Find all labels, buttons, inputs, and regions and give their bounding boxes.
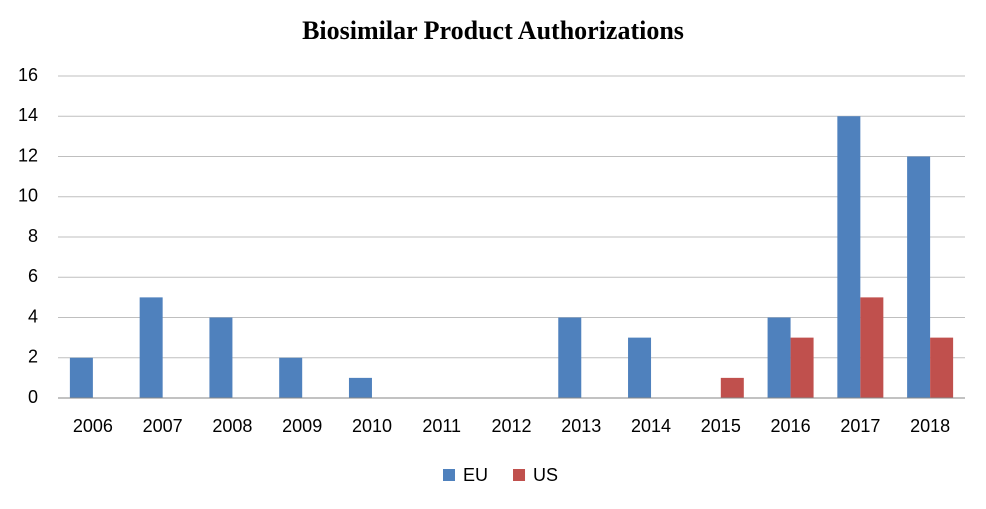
x-tick-label: 2010 (352, 416, 392, 436)
bar (860, 297, 884, 398)
chart-title: Biosimilar Product Authorizations (302, 16, 684, 45)
legend-swatch (443, 469, 455, 481)
y-tick-label: 14 (18, 105, 38, 125)
x-tick-label: 2008 (212, 416, 252, 436)
x-tick-label: 2007 (143, 416, 183, 436)
bar (279, 357, 303, 398)
legend-label: EU (463, 465, 488, 485)
bar (837, 116, 861, 398)
bar (209, 317, 233, 398)
y-tick-label: 6 (28, 266, 38, 286)
y-tick-label: 2 (28, 347, 38, 367)
x-tick-label: 2014 (631, 416, 671, 436)
bar (628, 337, 652, 398)
x-tick-label: 2015 (701, 416, 741, 436)
bar (767, 317, 791, 398)
bar (930, 337, 954, 398)
x-tick-label: 2006 (73, 416, 113, 436)
bar (720, 377, 744, 398)
x-tick-label: 2018 (910, 416, 950, 436)
bar (139, 297, 163, 398)
bar (348, 377, 372, 398)
bar (558, 317, 582, 398)
bar (907, 156, 931, 398)
legend-label: US (533, 465, 558, 485)
bar (69, 357, 93, 398)
y-tick-label: 0 (28, 387, 38, 407)
y-tick-label: 8 (28, 226, 38, 246)
legend-swatch (513, 469, 526, 481)
y-tick-label: 12 (18, 145, 38, 165)
x-tick-label: 2013 (561, 416, 601, 436)
x-tick-label: 2017 (840, 416, 880, 436)
x-tick-label: 2012 (491, 416, 531, 436)
y-tick-label: 4 (28, 306, 38, 326)
x-tick-label: 2011 (422, 416, 461, 436)
bar (790, 337, 814, 398)
x-tick-label: 2009 (282, 416, 322, 436)
x-tick-label: 2016 (771, 416, 811, 436)
y-tick-label: 10 (18, 186, 38, 206)
y-tick-label: 16 (18, 65, 38, 85)
